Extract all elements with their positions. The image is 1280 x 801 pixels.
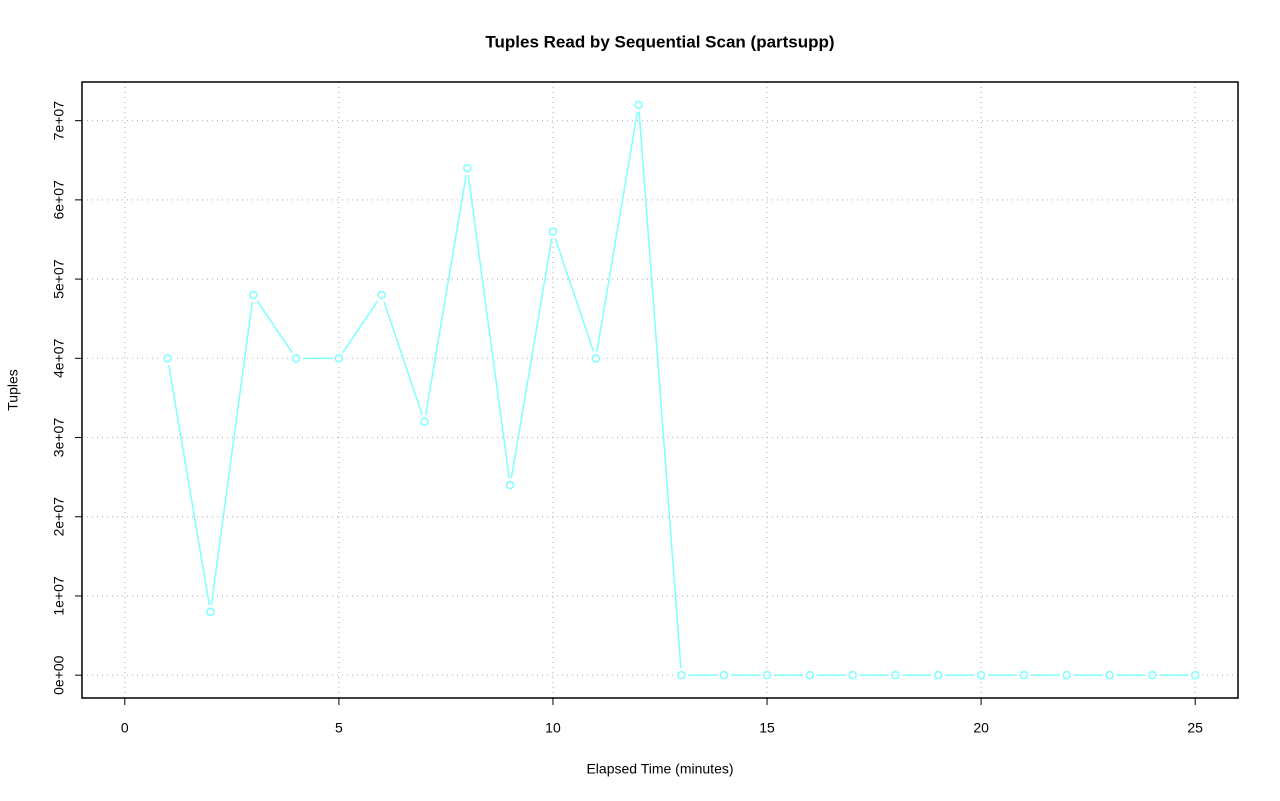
data-point	[762, 670, 772, 680]
data-point	[591, 354, 601, 363]
data-point	[976, 670, 986, 680]
data-point	[1190, 670, 1200, 680]
data-point	[291, 354, 301, 363]
data-point	[545, 224, 560, 239]
y-tick-label: 5e+07	[51, 259, 67, 299]
data-point	[289, 351, 304, 366]
x-axis-label: Elapsed Time (minutes)	[586, 761, 733, 777]
data-point	[374, 287, 389, 302]
x-tick-label: 10	[545, 720, 561, 736]
data-point	[674, 668, 689, 683]
data-point	[505, 480, 515, 490]
y-tick-label: 4e+07	[51, 338, 67, 378]
data-point	[1019, 670, 1029, 680]
data-point	[1145, 668, 1160, 683]
y-tick-label: 6e+07	[51, 180, 67, 220]
data-point	[588, 351, 603, 366]
y-tick-label: 1e+07	[51, 576, 67, 616]
y-tick-label: 7e+07	[51, 101, 67, 141]
data-point	[760, 668, 775, 683]
data-point	[1102, 668, 1117, 683]
data-point	[246, 287, 261, 302]
data-point	[249, 290, 258, 300]
data-point	[417, 414, 432, 429]
data-point	[1016, 668, 1031, 683]
data-point	[1148, 670, 1157, 680]
data-point	[206, 607, 215, 617]
data-point	[1188, 668, 1203, 683]
data-point	[845, 668, 860, 683]
data-point	[634, 100, 643, 110]
data-point	[334, 354, 344, 363]
data-point	[1062, 670, 1071, 680]
data-point	[891, 670, 900, 680]
y-tick-label: 3e+07	[51, 418, 67, 458]
data-point	[931, 668, 946, 683]
data-point	[974, 668, 989, 683]
data-point	[377, 290, 386, 300]
data-point	[460, 161, 475, 176]
plot-frame	[81, 81, 1239, 699]
data-point	[163, 354, 172, 363]
data-point	[677, 670, 686, 680]
data-point	[848, 670, 857, 680]
data-point	[331, 351, 346, 366]
x-tick-label: 0	[121, 720, 129, 736]
data-point	[717, 668, 732, 683]
y-axis-label: Tuples	[5, 369, 21, 411]
data-point	[420, 417, 429, 426]
data-point	[1105, 670, 1114, 680]
chart-title: Tuples Read by Sequential Scan (partsupp…	[485, 32, 834, 51]
y-tick-label: 2e+07	[51, 497, 67, 537]
data-point	[203, 604, 218, 619]
data-point	[160, 351, 175, 366]
data-point	[805, 670, 815, 680]
data-point	[888, 668, 903, 683]
data-point	[548, 227, 558, 236]
data-point	[503, 478, 518, 493]
x-tick-label: 25	[1187, 720, 1203, 736]
y-tick-label: 0e+00	[51, 655, 67, 695]
x-tick-label: 5	[335, 720, 343, 736]
data-point	[719, 670, 729, 680]
x-tick-label: 20	[973, 720, 989, 736]
data-point	[934, 670, 943, 680]
data-point	[802, 668, 817, 683]
data-point	[463, 163, 472, 173]
x-tick-label: 15	[759, 720, 775, 736]
data-point	[631, 97, 646, 112]
data-point	[1059, 668, 1074, 683]
